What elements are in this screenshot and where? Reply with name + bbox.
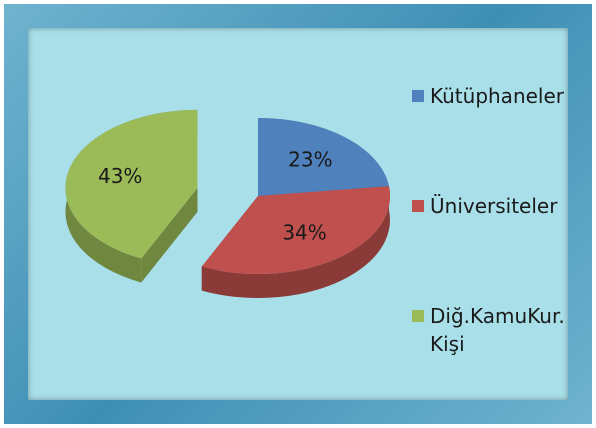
slice-side — [201, 186, 390, 298]
slice — [65, 109, 198, 259]
slice — [201, 186, 390, 274]
legend-item: Kütüphaneler — [412, 82, 572, 110]
slice-side — [141, 187, 198, 283]
legend-swatch — [412, 90, 424, 102]
legend-swatch — [412, 200, 424, 212]
legend-item: Diğ.KamuKur. Kişi — [412, 302, 572, 358]
legend-label: Diğ.KamuKur. Kişi — [430, 304, 565, 356]
legend-label: Kütüphaneler — [430, 84, 565, 108]
legend-item: Üniversiteler — [412, 192, 572, 220]
data-label: 23% — [288, 147, 332, 171]
legend-label: Üniversiteler — [430, 194, 558, 218]
slice — [258, 118, 389, 196]
data-label: 43% — [98, 164, 142, 188]
data-label: 34% — [282, 220, 326, 244]
legend-swatch — [412, 310, 424, 322]
